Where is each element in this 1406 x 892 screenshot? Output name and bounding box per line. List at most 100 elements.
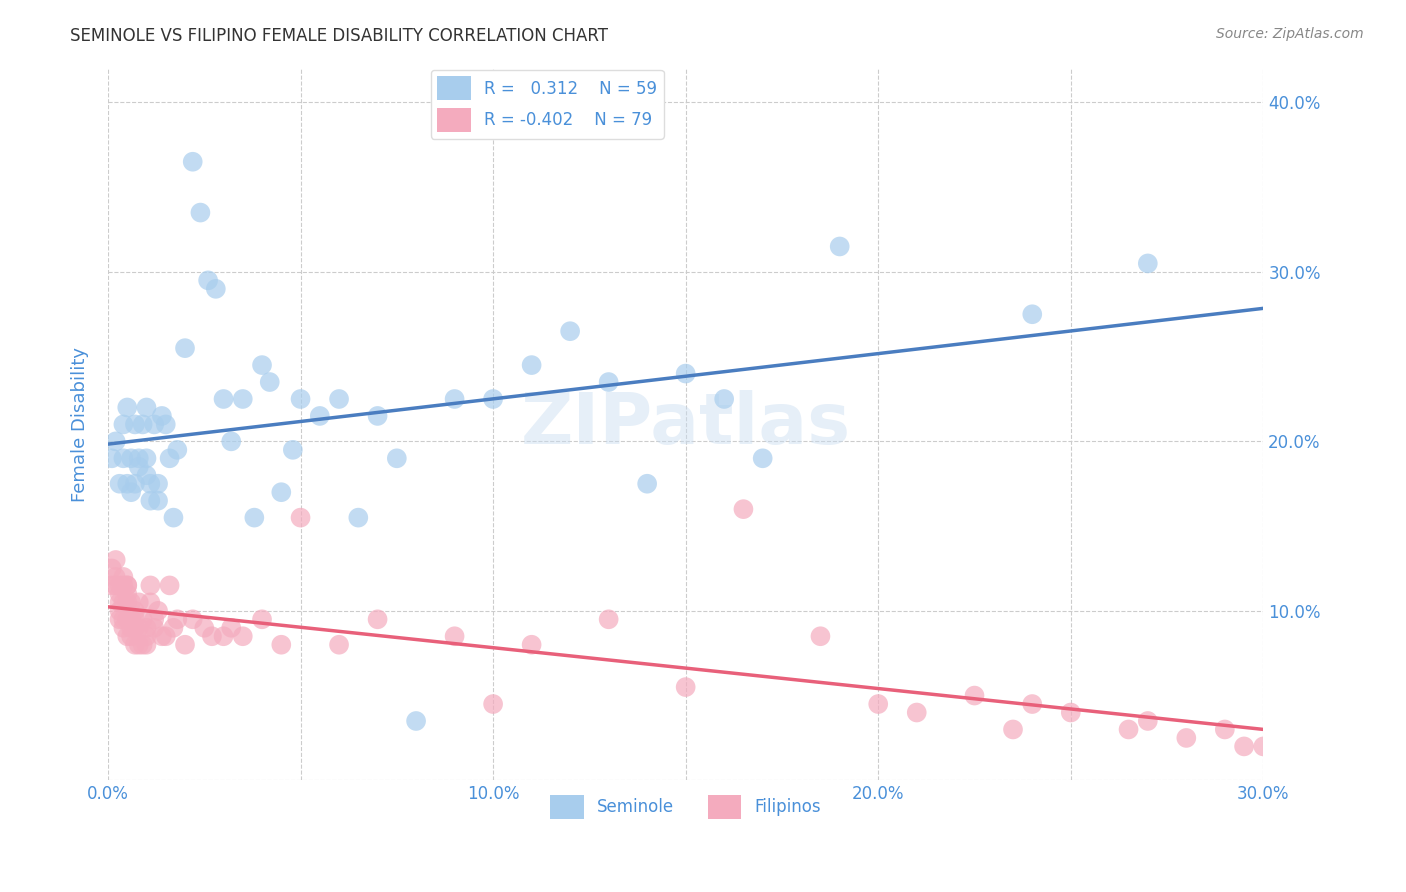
Point xyxy=(1001,723,1024,737)
Point xyxy=(443,392,465,406)
Point xyxy=(828,239,851,253)
Point xyxy=(751,451,773,466)
Point xyxy=(101,451,124,466)
Point xyxy=(139,493,162,508)
Point xyxy=(308,409,330,423)
Point xyxy=(520,358,543,372)
Point xyxy=(124,417,146,432)
Point xyxy=(810,629,832,643)
Point xyxy=(155,417,177,432)
Point xyxy=(281,442,304,457)
Point xyxy=(124,612,146,626)
Point xyxy=(112,595,135,609)
Point xyxy=(120,621,142,635)
Point xyxy=(131,638,153,652)
Point xyxy=(135,468,157,483)
Text: SEMINOLE VS FILIPINO FEMALE DISABILITY CORRELATION CHART: SEMINOLE VS FILIPINO FEMALE DISABILITY C… xyxy=(70,27,609,45)
Point xyxy=(124,621,146,635)
Text: Source: ZipAtlas.com: Source: ZipAtlas.com xyxy=(1216,27,1364,41)
Point xyxy=(146,604,169,618)
Point xyxy=(201,629,224,643)
Point xyxy=(124,604,146,618)
Point xyxy=(104,434,127,449)
Point xyxy=(117,612,139,626)
Point xyxy=(166,442,188,457)
Point xyxy=(250,612,273,626)
Point xyxy=(108,612,131,626)
Point xyxy=(1060,706,1083,720)
Point xyxy=(108,587,131,601)
Point xyxy=(101,578,124,592)
Point xyxy=(270,485,292,500)
Point xyxy=(131,612,153,626)
Point xyxy=(120,629,142,643)
Point xyxy=(117,578,139,592)
Point xyxy=(104,570,127,584)
Point xyxy=(139,476,162,491)
Point xyxy=(181,612,204,626)
Point xyxy=(155,629,177,643)
Point xyxy=(482,392,505,406)
Point xyxy=(675,367,697,381)
Point xyxy=(120,485,142,500)
Point xyxy=(1175,731,1198,745)
Point xyxy=(1118,723,1140,737)
Point xyxy=(128,595,150,609)
Point xyxy=(1021,697,1043,711)
Point xyxy=(1233,739,1256,754)
Point xyxy=(259,375,281,389)
Point xyxy=(733,502,755,516)
Point xyxy=(120,612,142,626)
Point xyxy=(117,401,139,415)
Legend: Seminole, Filipinos: Seminole, Filipinos xyxy=(544,789,828,825)
Point xyxy=(108,604,131,618)
Point xyxy=(101,561,124,575)
Point xyxy=(143,612,166,626)
Point xyxy=(1213,723,1236,737)
Point xyxy=(131,417,153,432)
Point xyxy=(558,324,581,338)
Point xyxy=(443,629,465,643)
Text: ZIPatlas: ZIPatlas xyxy=(520,390,851,458)
Point xyxy=(868,697,890,711)
Point xyxy=(367,612,389,626)
Point xyxy=(347,510,370,524)
Point xyxy=(636,476,658,491)
Point xyxy=(112,612,135,626)
Point xyxy=(190,205,212,219)
Point xyxy=(104,578,127,592)
Point xyxy=(112,578,135,592)
Point xyxy=(139,595,162,609)
Point xyxy=(150,629,173,643)
Point xyxy=(159,578,181,592)
Point xyxy=(159,451,181,466)
Point xyxy=(162,510,184,524)
Point xyxy=(328,638,350,652)
Point xyxy=(112,621,135,635)
Point xyxy=(219,434,242,449)
Point xyxy=(128,621,150,635)
Point xyxy=(1253,739,1275,754)
Point xyxy=(108,476,131,491)
Point xyxy=(219,621,242,635)
Point xyxy=(232,392,254,406)
Y-axis label: Female Disability: Female Disability xyxy=(72,347,89,502)
Point xyxy=(135,621,157,635)
Point xyxy=(367,409,389,423)
Point xyxy=(112,570,135,584)
Point xyxy=(1271,723,1294,737)
Point xyxy=(104,553,127,567)
Point xyxy=(212,629,235,643)
Point xyxy=(135,451,157,466)
Point xyxy=(112,451,135,466)
Point xyxy=(1021,307,1043,321)
Point xyxy=(128,459,150,474)
Point xyxy=(143,621,166,635)
Point xyxy=(1136,714,1159,728)
Point xyxy=(124,476,146,491)
Point xyxy=(166,612,188,626)
Point xyxy=(598,612,620,626)
Point xyxy=(112,417,135,432)
Point xyxy=(713,392,735,406)
Point xyxy=(385,451,408,466)
